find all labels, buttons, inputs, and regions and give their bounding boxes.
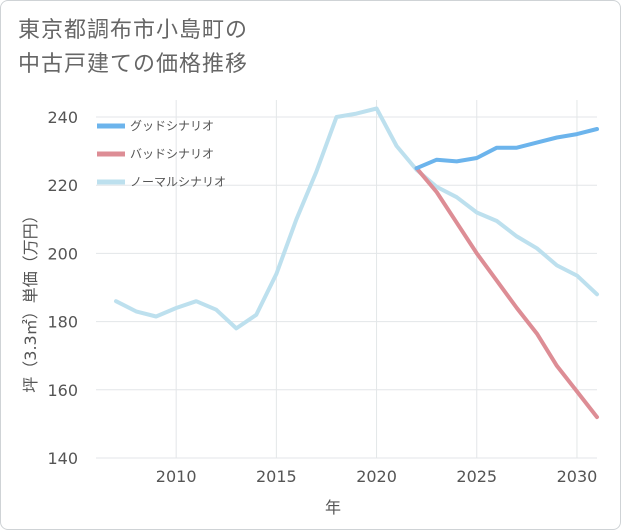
x-tick-label: 2030 — [557, 467, 598, 486]
grid-lines — [96, 100, 597, 459]
y-axis-label: 坪（3.3㎡）単価（万円） — [21, 207, 40, 392]
series-line-2 — [114, 106, 599, 331]
y-tick-label: 200 — [47, 244, 78, 263]
y-tick-label: 240 — [47, 108, 78, 127]
legend-label: グッドシナリオ — [130, 119, 214, 133]
x-tick-label: 2020 — [356, 467, 397, 486]
chart-title: 東京都調布市小島町の 中古戸建ての価格推移 — [18, 14, 578, 82]
y-tick-label: 220 — [47, 176, 78, 195]
x-tick-label: 2010 — [156, 467, 197, 486]
series-line-1 — [414, 166, 599, 420]
series-layer — [114, 106, 599, 420]
legend-label: バッドシナリオ — [130, 147, 214, 161]
series-line-0 — [414, 127, 599, 171]
x-axis-label: 年 — [325, 498, 341, 517]
x-tick-label: 2015 — [256, 467, 297, 486]
chart-title-line-1: 東京都調布市小島町の — [18, 18, 249, 43]
x-tick-label: 2025 — [456, 467, 497, 486]
tick-labels: 140 160 180 200 220 240 2010 2015 2020 2025 2030 — [47, 108, 597, 486]
y-tick-label: 180 — [47, 313, 78, 332]
y-tick-label: 160 — [47, 381, 78, 400]
y-tick-label: 140 — [47, 449, 78, 468]
chart-title-line-2: 中古戸建ての価格推移 — [18, 52, 249, 77]
legend-label: ノーマルシナリオ — [130, 175, 226, 189]
